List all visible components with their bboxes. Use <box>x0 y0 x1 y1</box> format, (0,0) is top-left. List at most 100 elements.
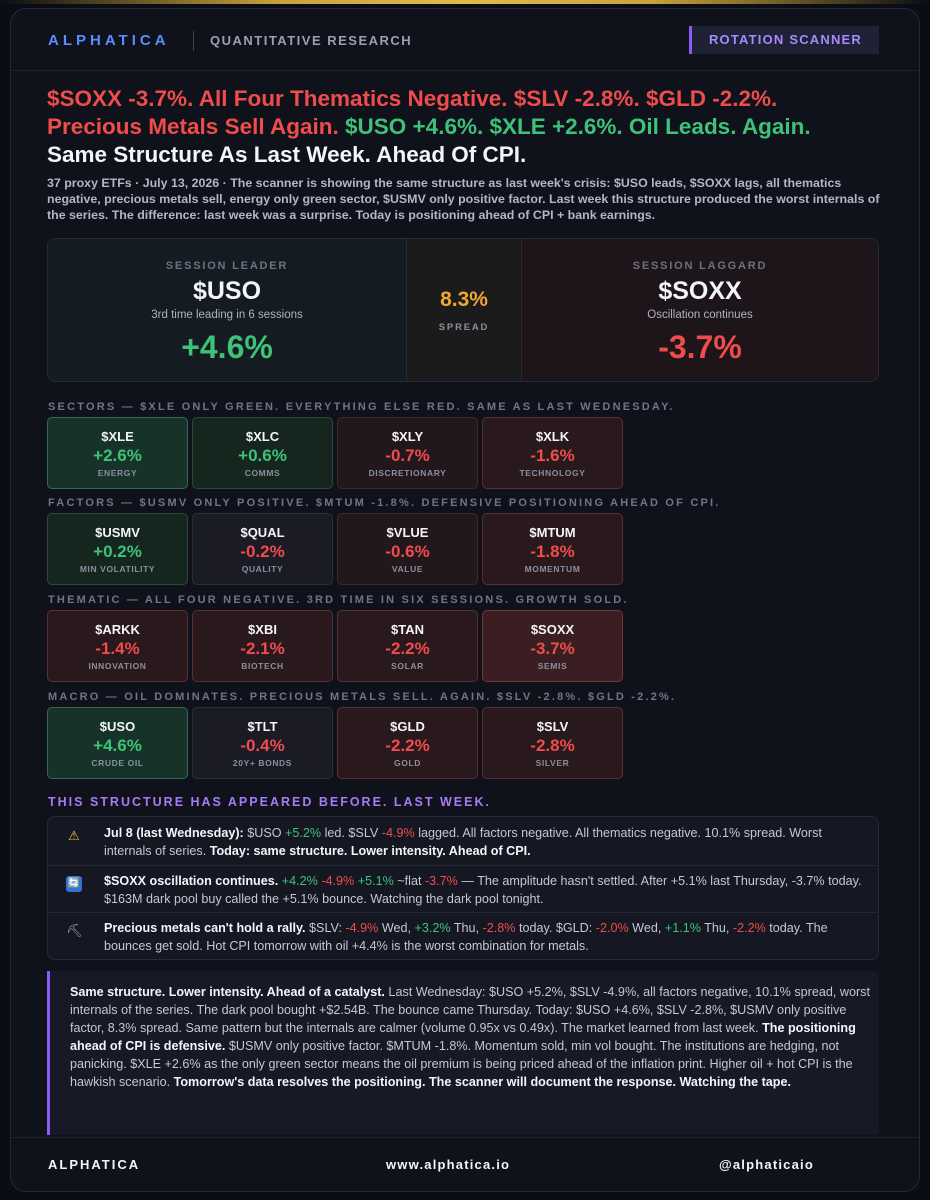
event-text-segment: Thu, <box>700 921 733 935</box>
leader-value: +4.6% <box>181 329 273 365</box>
event-divider <box>48 912 878 913</box>
top-accent-line <box>0 0 930 4</box>
etf-tile-tan[interactable]: $TAN -2.2% SOLAR <box>337 610 478 682</box>
tile-ticker: $QUAL <box>240 525 285 540</box>
etf-tile-vlue[interactable]: $VLUE -0.6% VALUE <box>337 513 478 585</box>
pick-icon: ⛏ <box>66 923 83 938</box>
etf-tile-xly[interactable]: $XLY -0.7% DISCRETIONARY <box>337 417 478 489</box>
etf-tile-slv[interactable]: $SLV -2.8% SILVER <box>482 707 623 779</box>
event-text-segment: $USO <box>243 826 286 840</box>
tile-change: -1.6% <box>530 446 575 465</box>
headline-segment: Same Structure As Last Week. Ahead Of CP… <box>47 142 527 167</box>
etf-tile-mtum[interactable]: $MTUM -1.8% MOMENTUM <box>482 513 623 585</box>
event-text-segment: Thu, <box>450 921 483 935</box>
event-text-segment: +5.1% <box>357 874 394 888</box>
tile-change: -3.7% <box>530 639 575 658</box>
etf-tile-tlt[interactable]: $TLT -0.4% 20Y+ BONDS <box>192 707 333 779</box>
leader-note: 3rd time leading in 6 sessions <box>151 309 303 321</box>
tile-ticker: $VLUE <box>386 525 429 540</box>
session-hero-panel: SESSION LEADER $USO 3rd time leading in … <box>47 238 879 382</box>
section-title: FACTORS — $USMV ONLY POSITIVE. $MTUM -1.… <box>48 497 721 509</box>
event-text-segment: today. The bounces get sold. Hot CPI tom… <box>104 921 828 953</box>
section-title: THEMATIC — ALL FOUR NEGATIVE. 3RD TIME I… <box>48 594 629 606</box>
event-text-segment: Wed, <box>628 921 665 935</box>
etf-tile-qual[interactable]: $QUAL -0.2% QUALITY <box>192 513 333 585</box>
tile-ticker: $XLK <box>535 429 570 444</box>
tile-ticker: $XLY <box>391 429 424 444</box>
leader-ticker: $USO <box>192 277 262 305</box>
tile-ticker: $GLD <box>390 719 425 734</box>
footer-bar: ALPHATICA www.alphatica.io @alphaticaio <box>11 1137 919 1191</box>
laggard-note: Oscillation continues <box>647 309 753 321</box>
event-text-segment: Wed, <box>378 921 415 935</box>
tile-category: INNOVATION <box>88 661 147 671</box>
headline-line-3: Same Structure As Last Week. Ahead Of CP… <box>47 141 897 169</box>
cycle-icon: 🔄 <box>66 876 82 892</box>
footer-brand[interactable]: ALPHATICA <box>48 1157 141 1172</box>
tile-change: -0.2% <box>240 542 285 561</box>
headline-segment: $USO +4.6%. $XLE +2.6%. Oil Leads. Again… <box>345 114 811 139</box>
leader-label: SESSION LEADER <box>165 260 289 272</box>
headline: $SOXX -3.7%. All Four Thematics Negative… <box>47 85 897 169</box>
etf-tile-xlk[interactable]: $XLK -1.6% TECHNOLOGY <box>482 417 623 489</box>
tile-change: -2.2% <box>385 639 430 658</box>
tile-change: -1.8% <box>530 542 575 561</box>
header-bar: ALPHATICA QUANTITATIVE RESEARCH ROTATION… <box>11 9 919 71</box>
headline-segment: Precious Metals Sell Again. <box>47 114 346 139</box>
section-title: MACRO — OIL DOMINATES. PRECIOUS METALS S… <box>48 691 677 703</box>
summary-segment: $USMV only positive factor. $MTUM -1.8%.… <box>70 1039 853 1089</box>
tile-ticker: $XLE <box>101 429 134 444</box>
headline-line-1: $SOXX -3.7%. All Four Thematics Negative… <box>47 85 897 113</box>
event-text-segment: led. $SLV <box>321 826 382 840</box>
tile-ticker: $MTUM <box>529 525 576 540</box>
event-text: Precious metals can't hold a rally. $SLV… <box>104 920 868 955</box>
tile-category: BIOTECH <box>241 661 284 671</box>
etf-tile-soxx[interactable]: $SOXX -3.7% SEMIS <box>482 610 623 682</box>
etf-tile-usmv[interactable]: $USMV +0.2% MIN VOLATILITY <box>47 513 188 585</box>
tile-category: SILVER <box>535 758 570 768</box>
footer-website-link[interactable]: www.alphatica.io <box>386 1157 511 1172</box>
etf-tile-xlc[interactable]: $XLC +0.6% COMMS <box>192 417 333 489</box>
tile-change: +2.6% <box>93 446 142 465</box>
etf-tile-uso[interactable]: $USO +4.6% CRUDE OIL <box>47 707 188 779</box>
tile-change: +4.6% <box>93 736 142 755</box>
event-text-segment: $SOXX oscillation continues. <box>104 874 279 888</box>
etf-tile-gld[interactable]: $GLD -2.2% GOLD <box>337 707 478 779</box>
laggard-label: SESSION LAGGARD <box>632 260 768 272</box>
spread-value: 8.3% <box>440 288 488 311</box>
report-card: ALPHATICA QUANTITATIVE RESEARCH ROTATION… <box>10 8 920 1192</box>
session-laggard-card: SESSION LAGGARD $SOXX Oscillation contin… <box>522 239 878 381</box>
rotation-scanner-tag[interactable]: ROTATION SCANNER <box>689 26 879 54</box>
tile-ticker: $USMV <box>95 525 140 540</box>
etf-tile-xbi[interactable]: $XBI -2.1% BIOTECH <box>192 610 333 682</box>
event-text-segment: lagged. All factors negative. All themat… <box>104 826 822 858</box>
event-text-segment: +4.2% <box>281 874 318 888</box>
event-text-segment: -2.8% <box>482 921 516 935</box>
brand-logo[interactable]: ALPHATICA <box>48 32 170 49</box>
footer-handle-link[interactable]: @alphaticaio <box>719 1157 814 1172</box>
event-text-segment: ~flat <box>393 874 425 888</box>
tile-ticker: $TAN <box>391 622 424 637</box>
warning-icon: ⚠ <box>68 828 80 843</box>
event-text-segment: -4.9% <box>345 921 379 935</box>
tile-change: -2.8% <box>530 736 575 755</box>
laggard-ticker: $SOXX <box>658 277 742 305</box>
event-text-segment: +1.1% <box>664 921 701 935</box>
etf-tile-arkk[interactable]: $ARKK -1.4% INNOVATION <box>47 610 188 682</box>
event-text-segment: Precious metals can't hold a rally. <box>104 921 306 935</box>
event-text: $SOXX oscillation continues. +4.2% -4.9%… <box>104 873 868 908</box>
laggard-value: -3.7% <box>658 329 742 365</box>
etf-tile-xle[interactable]: $XLE +2.6% ENERGY <box>47 417 188 489</box>
tile-category: SOLAR <box>391 661 424 671</box>
section-title: SECTORS — $XLE ONLY GREEN. EVERYTHING EL… <box>48 401 675 413</box>
session-leader-card: SESSION LEADER $USO 3rd time leading in … <box>48 239 406 381</box>
tile-category: 20Y+ BONDS <box>232 758 293 768</box>
event-divider <box>48 865 878 866</box>
event-text-segment: today. $GLD: <box>515 921 596 935</box>
tile-category: VALUE <box>391 564 424 574</box>
summary-text: Same structure. Lower intensity. Ahead o… <box>70 983 870 1091</box>
intro-paragraph: 37 proxy ETFs · July 13, 2026 · The scan… <box>47 176 880 222</box>
event-text-segment: — The amplitude hasn't settled. After +5… <box>104 874 862 906</box>
headline-segment: $SOXX -3.7%. All Four Thematics Negative… <box>47 86 778 111</box>
tile-change: +0.2% <box>93 542 142 561</box>
